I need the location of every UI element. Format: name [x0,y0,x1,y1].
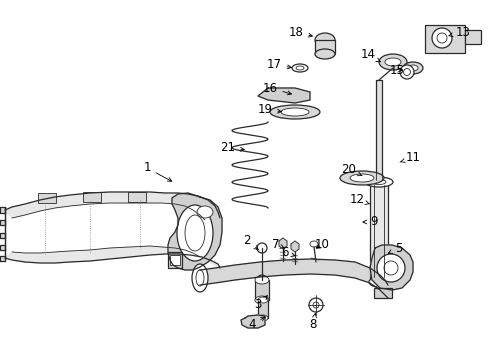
Polygon shape [279,238,286,249]
Text: 14: 14 [360,49,380,62]
Ellipse shape [257,243,266,253]
Polygon shape [241,315,264,328]
Ellipse shape [349,174,373,182]
Polygon shape [0,245,5,250]
Bar [464,30,480,44]
Polygon shape [0,220,5,225]
Text: 15: 15 [389,63,404,77]
Text: 20: 20 [341,163,361,176]
Bar [128,192,146,202]
Polygon shape [168,193,222,270]
Text: 8: 8 [309,313,316,332]
Ellipse shape [308,298,323,312]
Text: 3: 3 [254,296,267,311]
Ellipse shape [281,108,308,116]
Polygon shape [258,88,309,103]
Bar [314,40,334,54]
Ellipse shape [192,264,207,292]
Bar [369,180,387,282]
Polygon shape [290,241,298,252]
Bar [424,25,464,53]
Ellipse shape [376,254,404,282]
Ellipse shape [254,276,268,284]
Text: 4: 4 [248,317,264,332]
Ellipse shape [403,68,409,76]
Ellipse shape [364,177,392,187]
Bar [375,80,381,180]
Ellipse shape [312,302,318,308]
Ellipse shape [431,28,451,48]
Ellipse shape [258,297,267,303]
Ellipse shape [399,65,413,79]
Ellipse shape [269,105,319,119]
Ellipse shape [378,54,406,70]
Text: 19: 19 [257,104,281,117]
Text: 12: 12 [349,193,369,207]
Bar [258,300,267,318]
Ellipse shape [407,65,417,71]
Bar [170,255,180,265]
Ellipse shape [339,171,383,185]
Text: 9: 9 [362,216,377,229]
Ellipse shape [257,275,266,285]
Text: 7: 7 [272,238,284,252]
Bar [83,192,101,202]
Ellipse shape [436,33,446,43]
Ellipse shape [402,62,422,74]
Polygon shape [5,192,220,220]
Text: 2: 2 [243,234,258,249]
Text: 1: 1 [143,162,171,181]
Ellipse shape [384,58,400,66]
Text: 11: 11 [399,152,420,165]
Polygon shape [5,246,220,268]
Bar [373,288,391,298]
Bar [168,252,182,268]
Ellipse shape [295,66,304,70]
Text: 5: 5 [387,242,402,255]
Ellipse shape [371,180,385,184]
Polygon shape [0,256,5,261]
Ellipse shape [258,315,267,321]
Ellipse shape [251,317,260,325]
Text: 17: 17 [266,58,291,72]
Ellipse shape [254,296,268,304]
Ellipse shape [368,277,388,287]
Polygon shape [369,245,412,290]
Polygon shape [200,259,387,298]
Text: 18: 18 [288,26,312,39]
Ellipse shape [177,205,213,261]
Text: 21: 21 [220,141,244,154]
Text: 10: 10 [314,238,329,252]
Ellipse shape [314,33,334,47]
Bar [38,193,56,203]
Text: 6: 6 [281,247,294,260]
Ellipse shape [197,206,213,218]
Ellipse shape [184,215,204,251]
Ellipse shape [276,90,292,100]
Text: 13: 13 [448,26,469,39]
Ellipse shape [314,49,334,59]
Ellipse shape [309,241,317,247]
Text: 16: 16 [262,81,291,95]
Ellipse shape [291,64,307,72]
Ellipse shape [383,261,397,275]
Polygon shape [0,207,5,213]
Bar [254,280,268,300]
Ellipse shape [196,270,203,286]
Polygon shape [0,233,5,238]
